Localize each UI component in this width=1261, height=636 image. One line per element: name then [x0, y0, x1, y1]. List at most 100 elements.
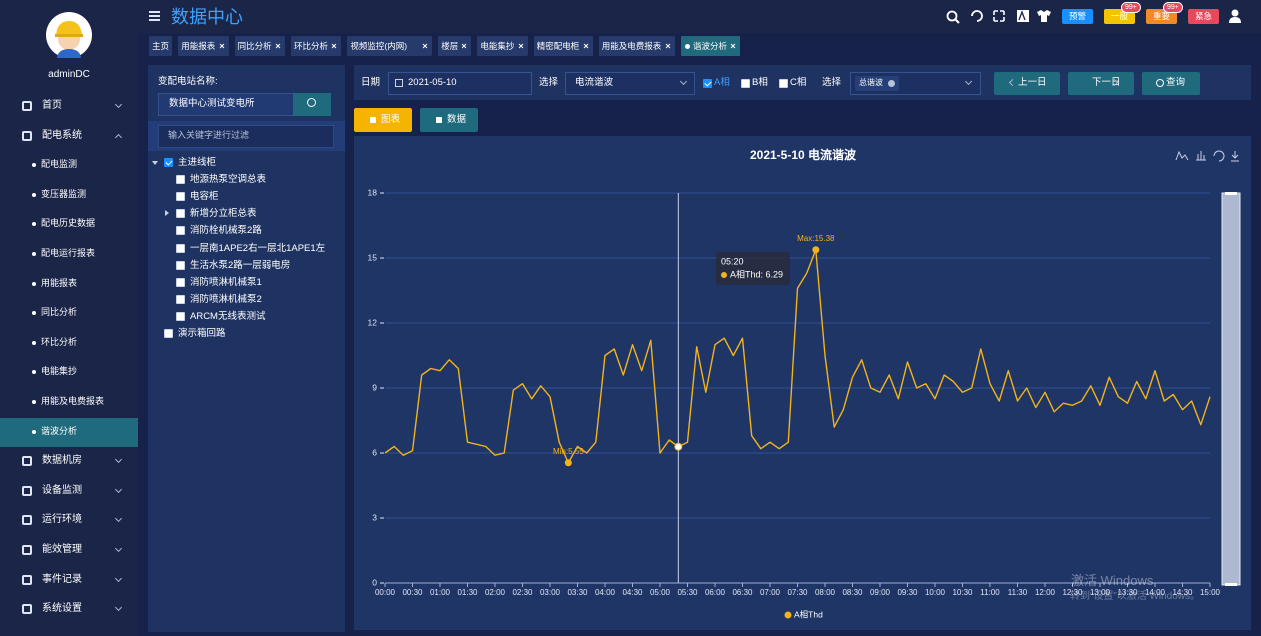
tree-checkbox[interactable]: [164, 158, 173, 167]
tree-node[interactable]: ARCM无线表测试: [190, 310, 266, 322]
phase-checkbox[interactable]: [703, 79, 712, 88]
menu-item[interactable]: 运行环境: [42, 514, 82, 526]
tree-node[interactable]: 新增分立柜总表: [190, 208, 257, 220]
date-value: 2021-05-10: [408, 77, 457, 88]
alert-button[interactable]: 预警: [1062, 9, 1093, 24]
tree-node[interactable]: 电容柜: [190, 191, 219, 203]
menu-dot: [32, 281, 36, 286]
view-label: 数据: [447, 114, 467, 125]
tab[interactable]: [477, 36, 528, 56]
tab[interactable]: [234, 36, 285, 56]
tab[interactable]: [533, 36, 593, 56]
tab-label[interactable]: 精密配电柜: [536, 41, 580, 51]
submenu-item[interactable]: 变压器监测: [41, 188, 87, 199]
tab-label[interactable]: 楼层: [441, 41, 459, 51]
tree-checkbox[interactable]: [164, 329, 173, 338]
tree-checkbox[interactable]: [176, 260, 185, 270]
select[interactable]: [565, 72, 695, 95]
tab[interactable]: [598, 36, 675, 56]
tab-close[interactable]: [730, 43, 736, 49]
tab-close[interactable]: [461, 43, 467, 49]
alert-button[interactable]: 紧急: [1188, 9, 1219, 24]
phase-checkbox[interactable]: [741, 79, 750, 88]
view-label: 图表: [381, 114, 401, 125]
tree-node[interactable]: 消防喷淋机械泵2: [190, 293, 262, 305]
tree-checkbox[interactable]: [176, 175, 185, 185]
tab-close[interactable]: [275, 43, 281, 49]
tab-close[interactable]: [583, 43, 589, 49]
tab-label[interactable]: 谐波分析: [693, 41, 728, 51]
tree-node[interactable]: 一层南1APE2右一层北1APE1左: [190, 242, 326, 254]
tree-node[interactable]: 主进线柜: [178, 157, 217, 168]
tree-checkbox[interactable]: [176, 192, 185, 202]
submenu-item[interactable]: 用能报表: [41, 277, 78, 288]
date-input[interactable]: [388, 72, 532, 95]
filter-input[interactable]: [158, 125, 334, 148]
y-tick-label: 6: [372, 447, 377, 457]
tree-checkbox[interactable]: [176, 243, 185, 253]
tab[interactable]: [149, 36, 173, 56]
tab[interactable]: [347, 36, 433, 56]
user-icon[interactable]: [1228, 9, 1242, 23]
x-tick-label: 08:30: [842, 588, 863, 597]
menu-item[interactable]: 数据机房: [42, 455, 82, 467]
submenu-item[interactable]: 电能集抄: [41, 366, 78, 377]
menu-item[interactable]: 设备监测: [42, 484, 82, 496]
tab-label[interactable]: 主页: [152, 41, 170, 51]
view-button[interactable]: [420, 108, 478, 132]
tree-node[interactable]: 生活水泵2路一层弱电房: [190, 259, 291, 271]
toolbar-button[interactable]: [994, 72, 1060, 95]
menu-item[interactable]: 首页: [42, 100, 62, 111]
submenu-item[interactable]: 谐波分析: [41, 425, 78, 436]
tab[interactable]: [438, 36, 472, 56]
phase-checkbox[interactable]: [779, 79, 788, 88]
tree-node[interactable]: 地源热泵空调总表: [190, 174, 267, 186]
tab-label[interactable]: 环比分析: [294, 41, 329, 51]
x-tick-label: 02:30: [512, 588, 533, 597]
tab-close[interactable]: [219, 43, 225, 49]
tab[interactable]: [291, 36, 342, 56]
tab-close[interactable]: [331, 43, 337, 49]
series-line: [384, 249, 1211, 464]
tab-label[interactable]: 用能报表: [181, 41, 216, 51]
x-tick-label: 00:30: [402, 588, 423, 597]
tab-close[interactable]: [665, 43, 671, 49]
x-tick-label: 13:30: [1117, 588, 1138, 597]
y-tick-label: 0: [372, 577, 377, 587]
submenu-item[interactable]: 配电历史数据: [41, 218, 96, 229]
tree-panel: [148, 65, 345, 632]
toolbar-button[interactable]: [1142, 72, 1200, 95]
x-tick-label: 04:00: [595, 588, 616, 597]
view-button[interactable]: [354, 108, 412, 132]
tab-label[interactable]: 同比分析: [237, 41, 272, 51]
menu-item[interactable]: 事件记录: [42, 573, 82, 585]
tab-label[interactable]: 视频监控(内网): [350, 41, 408, 51]
tab[interactable]: [681, 36, 741, 56]
submenu-item[interactable]: 用能及电费报表: [41, 396, 105, 406]
menu-item[interactable]: 配电系统: [42, 129, 82, 141]
menu-item[interactable]: 能效管理: [42, 544, 82, 555]
submenu-item[interactable]: 配电监测: [41, 159, 78, 170]
tab-label[interactable]: 电能集抄: [480, 41, 515, 51]
toolbar-button[interactable]: [1068, 72, 1134, 95]
chart-toolbox: [1175, 150, 1239, 162]
tree-checkbox[interactable]: [176, 311, 185, 321]
submenu-item[interactable]: 环比分析: [41, 336, 78, 347]
menu-toggle[interactable]: [149, 11, 161, 21]
tree-checkbox[interactable]: [176, 277, 185, 287]
tab-close[interactable]: [518, 43, 524, 49]
tab[interactable]: [178, 36, 229, 56]
tree-checkbox[interactable]: [176, 209, 185, 219]
menu-item[interactable]: 系统设置: [42, 603, 82, 615]
submenu-item[interactable]: 配电运行报表: [41, 248, 96, 258]
tree-checkbox[interactable]: [176, 294, 185, 304]
tree-checkbox[interactable]: [176, 226, 185, 236]
submenu-item[interactable]: 同比分析: [41, 307, 78, 318]
tree-node[interactable]: 消防喷淋机械泵1: [190, 276, 262, 288]
tab-close[interactable]: [422, 43, 428, 49]
menu-icon: [22, 604, 32, 615]
menu-dot: [32, 370, 36, 375]
tree-node[interactable]: 演示箱回路: [178, 328, 226, 339]
tree-node[interactable]: 消防栓机械泵2路: [190, 225, 262, 237]
tab-label[interactable]: 用能及电费报表: [601, 41, 662, 51]
